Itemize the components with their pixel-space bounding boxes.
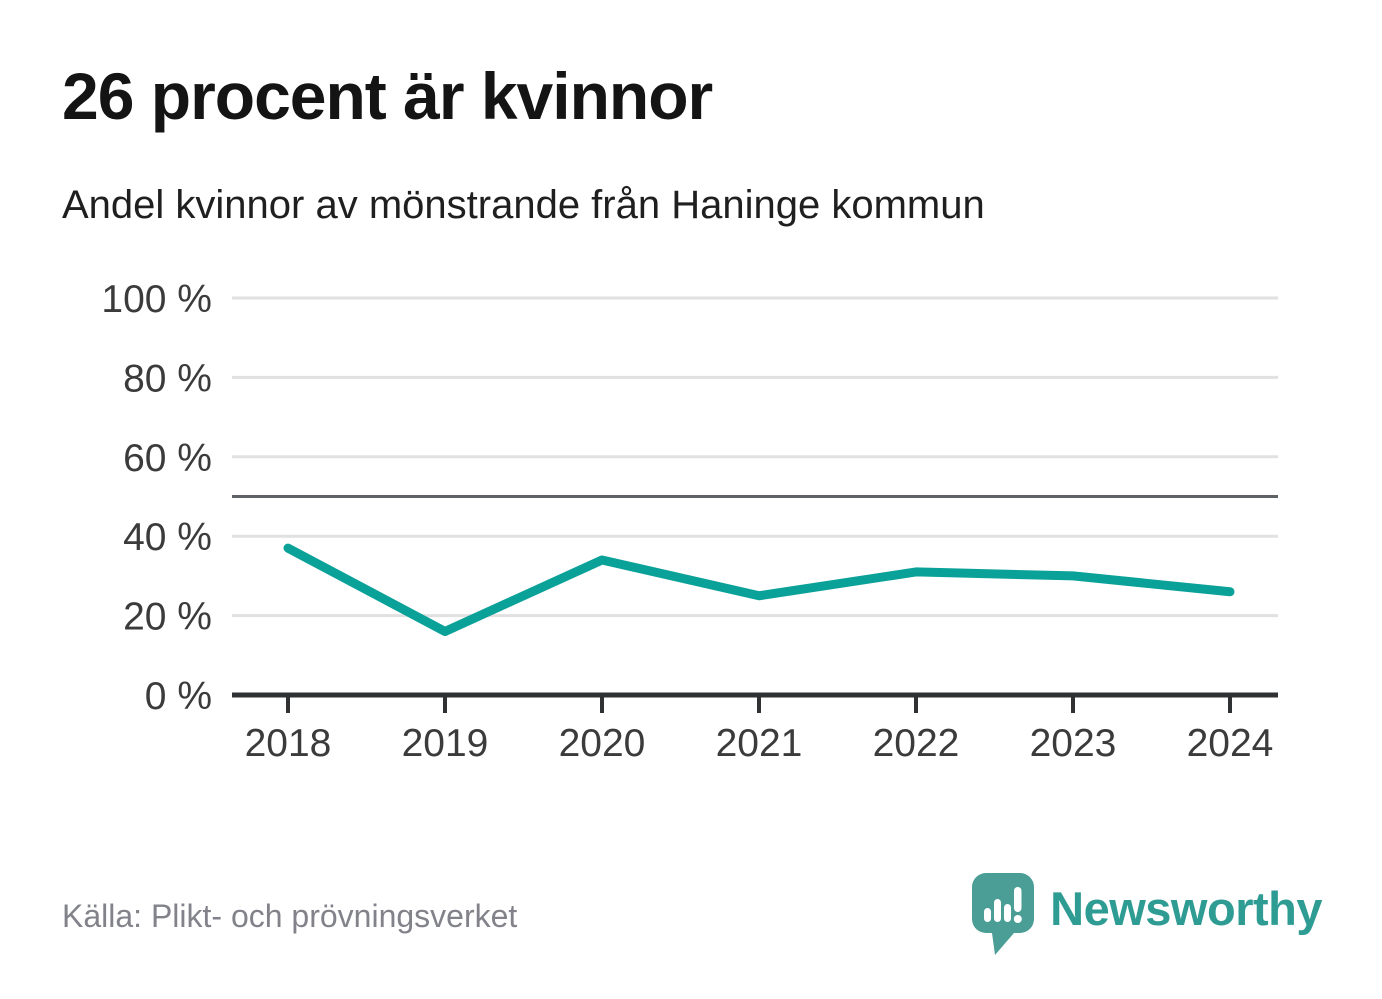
chart-subtitle: Andel kvinnor av mönstrande från Haninge…: [62, 183, 985, 227]
x-axis-label: 2024: [1187, 722, 1274, 765]
newsworthy-mark-icon: [972, 873, 1035, 955]
exclamation-glyph: [1013, 887, 1022, 923]
source-label: Källa: Plikt- och prövningsverket: [62, 898, 518, 934]
y-axis-label: 100 %: [101, 278, 212, 321]
x-axis-label: 2021: [716, 722, 803, 765]
x-axis-label: 2019: [402, 722, 489, 765]
x-axis-label: 2023: [1030, 722, 1117, 765]
y-axis-label: 40 %: [123, 516, 212, 559]
y-axis-label: 60 %: [123, 437, 212, 480]
x-axis-label: 2020: [559, 722, 646, 765]
x-axis-label: 2018: [245, 722, 332, 765]
bar-chart-glyph: [984, 899, 1012, 922]
speech-bubble-shape: [972, 873, 1035, 955]
y-axis-label: 80 %: [123, 357, 212, 400]
x-axis-label: 2022: [873, 722, 960, 765]
y-axis-label: 20 %: [123, 596, 212, 639]
y-axis-label: 0 %: [145, 675, 212, 718]
newsworthy-logo: Newsworthy: [972, 873, 1322, 957]
data-line: [283, 543, 1235, 636]
logo-text: Newsworthy: [1050, 881, 1322, 935]
chart-title: 26 procent är kvinnor: [62, 59, 713, 133]
